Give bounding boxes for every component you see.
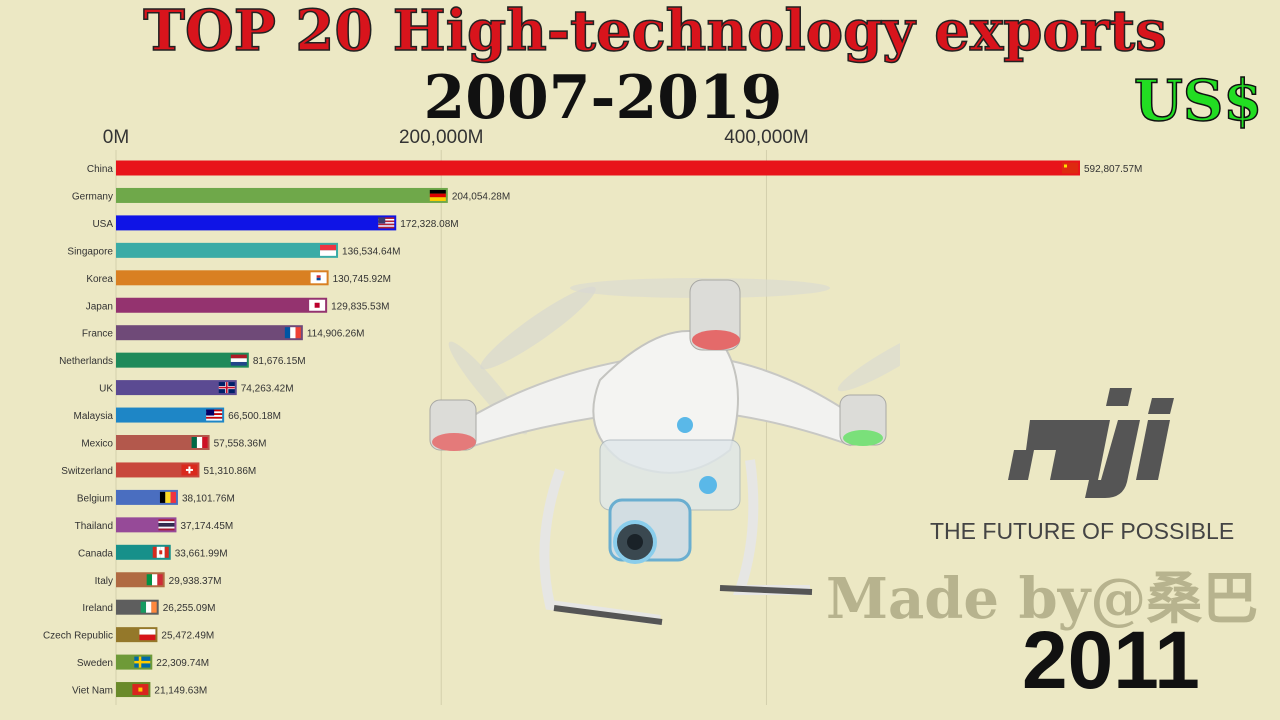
- drone-image: [429, 278, 900, 625]
- value-label: 38,101.76M: [182, 493, 235, 504]
- value-label: 51,310.86M: [203, 466, 256, 477]
- category-label: Italy: [95, 576, 113, 587]
- category-label: UK: [99, 384, 113, 395]
- flag-switzerland-icon: [181, 464, 198, 476]
- category-label: Czech Republic: [43, 631, 113, 642]
- value-label: 130,745.92M: [333, 274, 391, 285]
- flag-czech-icon: [139, 629, 156, 641]
- category-label: Korea: [86, 274, 113, 285]
- x-tick-label: 400,000M: [724, 127, 809, 148]
- flag-thailand-icon: [158, 519, 175, 531]
- value-label: 592,807.57M: [1084, 164, 1142, 175]
- bar-mexico: [116, 435, 210, 450]
- flag-usa-icon: [378, 217, 395, 229]
- flag-netherlands-icon: [230, 354, 247, 366]
- category-label: Viet Nam: [72, 686, 113, 697]
- category-label: Netherlands: [59, 356, 113, 367]
- bar-japan: [116, 297, 328, 313]
- value-label: 81,676.15M: [253, 356, 306, 367]
- bar-germany: [116, 187, 448, 203]
- dji-logo: [1008, 388, 1174, 498]
- flag-ireland-icon: [140, 601, 157, 613]
- flag-uk-icon: [218, 382, 235, 394]
- value-label: 172,328.08M: [400, 219, 458, 230]
- value-label: 37,174.45M: [180, 521, 233, 532]
- category-label: Ireland: [82, 603, 113, 614]
- x-tick-label: 200,000M: [399, 127, 484, 148]
- bar-switzerland: [116, 462, 200, 478]
- flag-italy-icon: [146, 574, 163, 586]
- value-label: 66,500.18M: [228, 411, 281, 422]
- flag-sweden-icon: [134, 656, 151, 668]
- value-label: 114,906.26M: [307, 329, 365, 340]
- flag-vietnam-icon: [132, 684, 149, 696]
- value-label: 29,938.37M: [169, 576, 222, 587]
- flag-germany-icon: [429, 189, 446, 201]
- category-label: Canada: [78, 548, 113, 559]
- category-label: USA: [92, 219, 113, 230]
- value-label: 33,661.99M: [175, 548, 228, 559]
- flag-belgium-icon: [159, 491, 176, 503]
- x-tick-label: 0M: [103, 127, 129, 148]
- chart-title: TOP 20 High-technology exports: [143, 0, 1168, 65]
- category-label: Thailand: [75, 521, 113, 532]
- watermark: Made by@桑巴: [826, 566, 1259, 632]
- value-label: 57,558.36M: [214, 439, 267, 450]
- category-label: Germany: [72, 191, 113, 202]
- value-label: 25,472.49M: [161, 631, 214, 642]
- value-label: 26,255.09M: [163, 603, 216, 614]
- category-label: Switzerland: [61, 466, 113, 477]
- category-label: Singapore: [67, 246, 113, 257]
- bar-malaysia: [116, 407, 225, 423]
- value-label: 204,054.28M: [452, 191, 510, 202]
- category-label: Malaysia: [74, 411, 114, 422]
- bar-korea: [116, 270, 329, 286]
- chart-subtitle: 2007-2019: [423, 63, 783, 133]
- bar-china: [116, 160, 1080, 176]
- currency-label: US$: [1133, 67, 1263, 135]
- category-label: Japan: [86, 301, 113, 312]
- year-label: 2011: [1022, 615, 1200, 706]
- category-label: China: [87, 164, 114, 175]
- flag-japan-icon: [309, 299, 326, 311]
- flag-canada-icon: [152, 546, 169, 558]
- category-label: Sweden: [77, 658, 113, 669]
- flag-malaysia-icon: [206, 409, 223, 421]
- value-label: 129,835.53M: [331, 301, 389, 312]
- bar-uk: [116, 380, 237, 396]
- category-label: France: [82, 329, 114, 340]
- bar-singapore: [116, 242, 339, 258]
- value-label: 22,309.74M: [156, 658, 209, 669]
- flag-china-icon: [1062, 162, 1078, 174]
- bar-netherlands: [116, 352, 249, 368]
- brand-tagline: THE FUTURE OF POSSIBLE: [930, 518, 1235, 544]
- value-label: 21,149.63M: [154, 686, 207, 697]
- category-label: Mexico: [81, 439, 113, 450]
- value-label: 74,263.42M: [241, 384, 294, 395]
- bar-usa: [116, 215, 397, 231]
- flag-mexico-icon: [191, 437, 208, 448]
- flag-singapore-icon: [320, 244, 337, 256]
- flag-france-icon: [284, 327, 301, 339]
- value-label: 136,534.64M: [342, 246, 400, 257]
- flag-korea-icon: [310, 272, 327, 284]
- category-label: Belgium: [77, 493, 113, 504]
- bar-france: [116, 325, 303, 341]
